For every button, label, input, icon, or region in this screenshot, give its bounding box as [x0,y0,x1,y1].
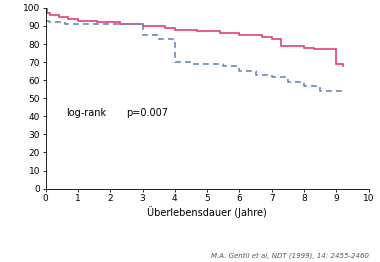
Text: p=0.007: p=0.007 [126,108,168,118]
Text: M.A. Gentil et al, NDT (1999), 14: 2455-2460: M.A. Gentil et al, NDT (1999), 14: 2455-… [211,253,369,259]
Text: log-rank: log-rank [66,108,106,118]
X-axis label: Überlebensdauer (Jahre): Überlebensdauer (Jahre) [147,206,267,218]
